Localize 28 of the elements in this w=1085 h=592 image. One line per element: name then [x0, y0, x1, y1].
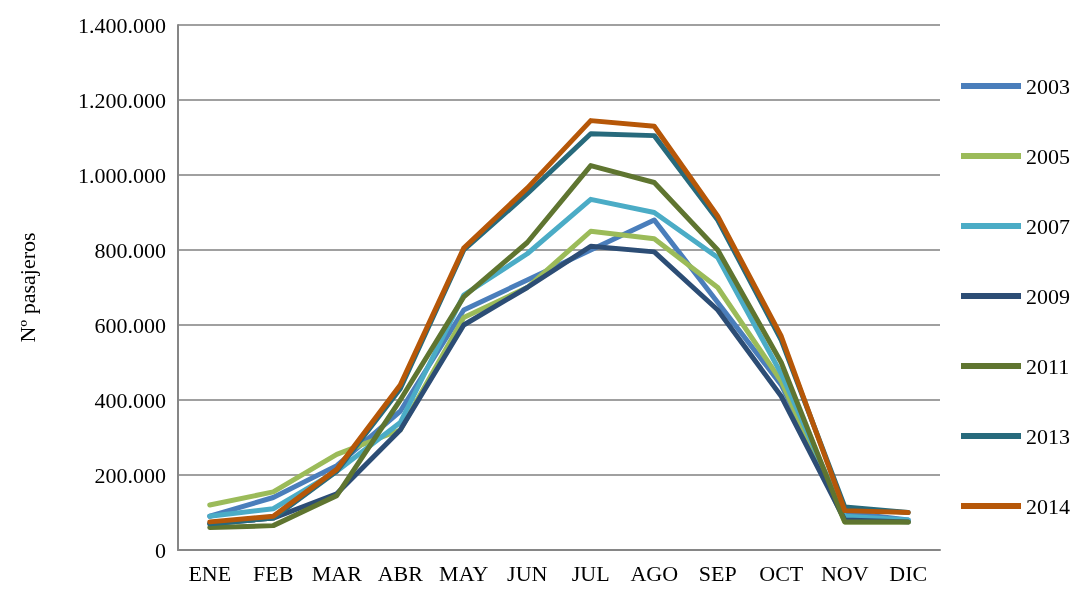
x-tick-label: DIC	[889, 560, 928, 586]
x-tick-label: ENE	[188, 560, 232, 586]
x-tick-label: AGO	[630, 560, 679, 586]
x-tick-label: FEB	[253, 560, 294, 586]
x-tick-label: MAR	[311, 560, 363, 586]
legend-label: 2009	[1026, 283, 1070, 309]
legend-label: 2011	[1026, 353, 1070, 379]
x-tick-label: JUL	[571, 560, 610, 586]
legend-label: 2013	[1026, 423, 1070, 449]
legend-label: 2014	[1026, 493, 1070, 519]
y-tick-label: 600.000	[94, 312, 166, 338]
x-tick-label: ABR	[377, 560, 424, 586]
legend-label: 2003	[1026, 73, 1070, 99]
x-tick-label: MAY	[439, 560, 489, 586]
x-tick-label: OCT	[759, 560, 804, 586]
y-tick-label: 1.400.000	[78, 12, 166, 38]
x-tick-label: NOV	[820, 560, 869, 586]
y-tick-label: 400.000	[94, 387, 166, 413]
y-tick-label: 0	[155, 537, 166, 563]
x-tick-label: SEP	[698, 560, 737, 586]
legend-label: 2005	[1026, 143, 1070, 169]
y-tick-label: 800.000	[94, 237, 166, 263]
y-tick-label: 200.000	[94, 462, 166, 488]
y-tick-label: 1.000.000	[78, 162, 166, 188]
x-tick-label: JUN	[507, 560, 548, 586]
y-tick-label: 1.200.000	[78, 87, 166, 113]
y-axis-title: Nº pasajeros	[14, 232, 40, 343]
legend-label: 2007	[1026, 213, 1070, 239]
